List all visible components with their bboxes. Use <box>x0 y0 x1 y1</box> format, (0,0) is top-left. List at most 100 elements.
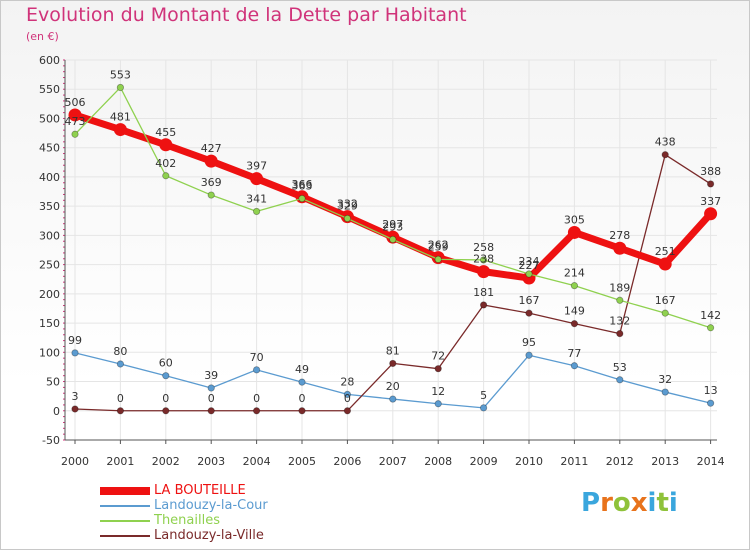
data-point <box>343 214 351 223</box>
data-point <box>298 378 306 386</box>
data-label: 32 <box>658 373 672 386</box>
chart-legend: LA BOUTEILLE Landouzy-la-Cour Thenailles… <box>100 483 360 544</box>
data-label: 167 <box>519 294 540 307</box>
y-tick-label: 550 <box>39 83 60 96</box>
data-label: 0 <box>344 392 351 405</box>
x-tick-label: 2011 <box>560 455 588 468</box>
logo-letter: r <box>600 488 613 518</box>
data-point <box>479 404 488 412</box>
data-label: 12 <box>431 385 445 398</box>
data-label: 259 <box>428 240 449 253</box>
data-label: 99 <box>68 334 82 347</box>
data-point <box>661 151 669 159</box>
legend-label: Thenailles <box>154 513 220 528</box>
data-point <box>250 172 264 186</box>
data-label: 77 <box>567 347 581 360</box>
data-point <box>207 384 215 392</box>
data-point <box>706 180 715 188</box>
data-point <box>434 365 442 373</box>
x-tick-label: 2008 <box>424 455 452 468</box>
data-point <box>479 256 488 264</box>
data-point <box>434 400 442 408</box>
data-point <box>162 172 170 180</box>
data-point <box>71 349 79 357</box>
data-label: 5 <box>480 389 487 402</box>
y-tick-label: 50 <box>46 376 60 389</box>
data-point <box>704 207 718 221</box>
data-label: 278 <box>609 229 630 242</box>
legend-item: Landouzy-la-Cour <box>100 498 360 514</box>
data-label: 0 <box>162 392 169 405</box>
x-tick-label: 2002 <box>152 455 180 468</box>
data-point <box>68 108 82 122</box>
data-label: 181 <box>473 286 494 299</box>
data-label: 251 <box>655 245 676 258</box>
data-label: 363 <box>292 180 313 193</box>
data-label: 293 <box>382 220 403 233</box>
data-point <box>71 130 79 138</box>
data-point <box>343 390 351 398</box>
data-label: 95 <box>522 336 536 349</box>
data-label: 167 <box>655 294 676 307</box>
y-tick-label: 450 <box>39 142 60 155</box>
data-point <box>658 257 672 271</box>
data-point <box>343 407 351 415</box>
data-point <box>616 296 624 304</box>
data-point <box>525 351 533 359</box>
legend-label: Landouzy-la-Cour <box>154 498 268 513</box>
y-tick-label: 250 <box>39 259 60 272</box>
x-tick-label: 2010 <box>515 455 543 468</box>
x-tick-label: 2007 <box>379 455 407 468</box>
data-label: 402 <box>155 157 176 170</box>
data-point <box>389 235 397 244</box>
data-point <box>570 320 579 328</box>
data-label: 473 <box>65 115 86 128</box>
legend-item: Landouzy-la-Ville <box>100 528 360 544</box>
data-label: 80 <box>113 345 127 358</box>
y-tick-label: 100 <box>39 346 60 359</box>
data-point <box>434 255 442 263</box>
data-label: 0 <box>299 392 306 405</box>
x-tick-label: 2006 <box>333 455 361 468</box>
data-point <box>71 405 79 413</box>
x-tick-label: 2004 <box>243 455 271 468</box>
legend-item: LA BOUTEILLE <box>100 483 360 499</box>
data-label: 506 <box>65 96 86 109</box>
data-label: 3 <box>72 390 79 403</box>
data-point <box>204 154 218 168</box>
data-point <box>298 194 306 203</box>
data-point <box>113 123 127 137</box>
data-point <box>253 407 261 415</box>
y-tick-label: 0 <box>53 405 60 418</box>
legend-swatch-icon <box>100 520 150 522</box>
y-tick-label: 200 <box>39 288 60 301</box>
legend-label: LA BOUTEILLE <box>154 483 246 498</box>
y-tick-label: 500 <box>39 112 60 125</box>
data-label: 332 <box>337 198 358 211</box>
data-label: 49 <box>295 363 309 376</box>
y-tick-label: 600 <box>39 54 60 67</box>
data-label: 0 <box>253 392 260 405</box>
y-tick-label: 300 <box>39 229 60 242</box>
data-point <box>253 366 261 374</box>
data-point <box>207 407 215 415</box>
data-label: 455 <box>155 126 176 139</box>
x-tick-label: 2013 <box>651 455 679 468</box>
data-point <box>661 388 669 396</box>
data-label: 369 <box>201 176 222 189</box>
data-label: 149 <box>564 305 585 318</box>
data-label: 142 <box>700 309 721 322</box>
data-label: 214 <box>564 267 585 280</box>
data-label: 60 <box>159 357 173 370</box>
logo-letter: i <box>647 488 657 518</box>
data-point <box>477 265 491 279</box>
data-point <box>525 270 533 278</box>
data-point <box>479 301 488 309</box>
data-label: 341 <box>246 192 267 205</box>
data-point <box>567 225 581 239</box>
x-tick-label: 2000 <box>61 455 89 468</box>
data-label: 227 <box>519 259 540 272</box>
data-label: 81 <box>386 344 400 357</box>
data-point <box>389 359 397 368</box>
data-point <box>253 207 261 216</box>
